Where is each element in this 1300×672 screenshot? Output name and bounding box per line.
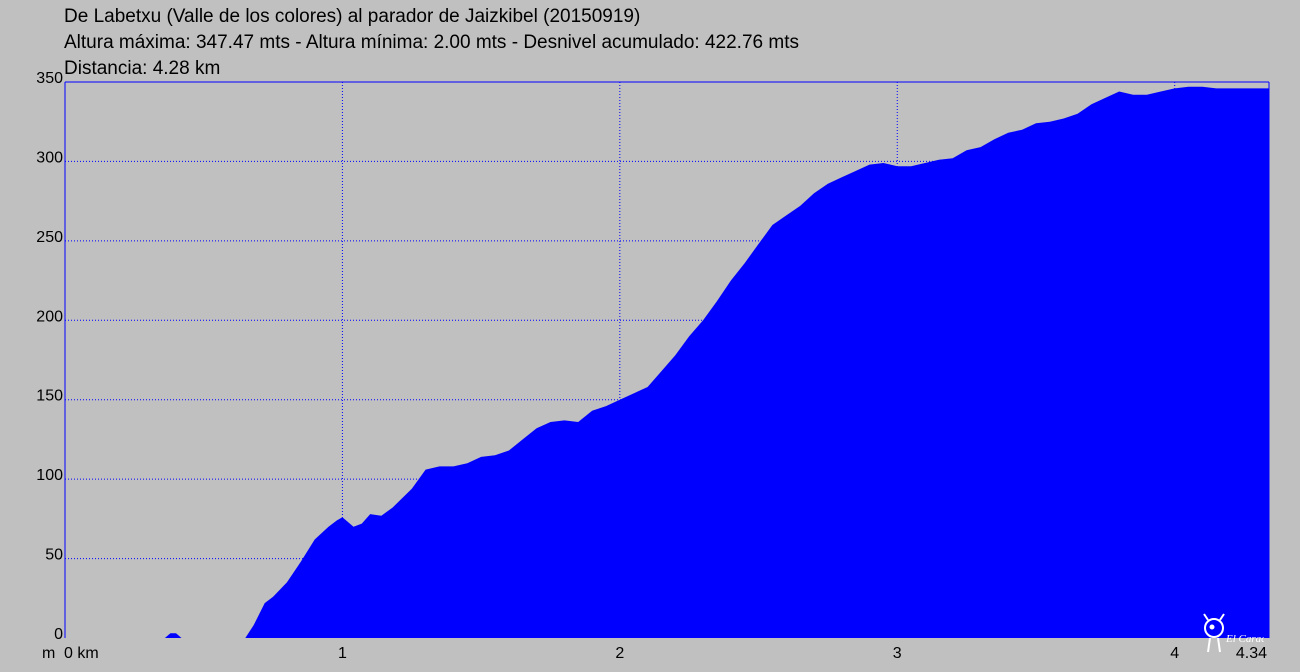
elevation-area <box>65 86 1269 639</box>
x-tick-label: 3 <box>893 645 902 662</box>
chart-header: De Labetxu (Valle de los colores) al par… <box>64 4 799 82</box>
chart-title: De Labetxu (Valle de los colores) al par… <box>64 6 641 27</box>
y-tick-label: 200 <box>36 308 63 325</box>
y-axis-unit-label: m <box>42 645 55 662</box>
y-tick-labels: 0 50 100 150 200 250 300 350 <box>36 70 63 643</box>
x-tick-label: 1 <box>338 645 347 662</box>
y-tick-label: 50 <box>45 547 63 564</box>
x-tick-label: 0 km <box>64 645 99 662</box>
y-tick-label: 300 <box>36 149 63 166</box>
x-end-label: 4.34 <box>1236 645 1267 662</box>
x-tick-labels: 0 km 1 2 3 4 <box>64 645 1179 662</box>
chart-distance: Distancia: 4.28 km <box>64 58 221 79</box>
y-tick-label: 150 <box>36 388 63 405</box>
y-tick-label: 100 <box>36 467 63 484</box>
x-tick-label: 4 <box>1170 645 1179 662</box>
y-tick-label: 250 <box>36 229 63 246</box>
watermark-text: El Caracho <box>1225 633 1264 645</box>
y-tick-label: 0 <box>54 626 63 643</box>
chart-stats: Altura máxima: 347.47 mts - Altura mínim… <box>64 32 799 53</box>
y-tick-label: 350 <box>36 70 63 87</box>
x-tick-label: 2 <box>615 645 624 662</box>
goat-logo-icon <box>1203 613 1225 653</box>
watermark-logo: El Caracho <box>1203 613 1264 653</box>
